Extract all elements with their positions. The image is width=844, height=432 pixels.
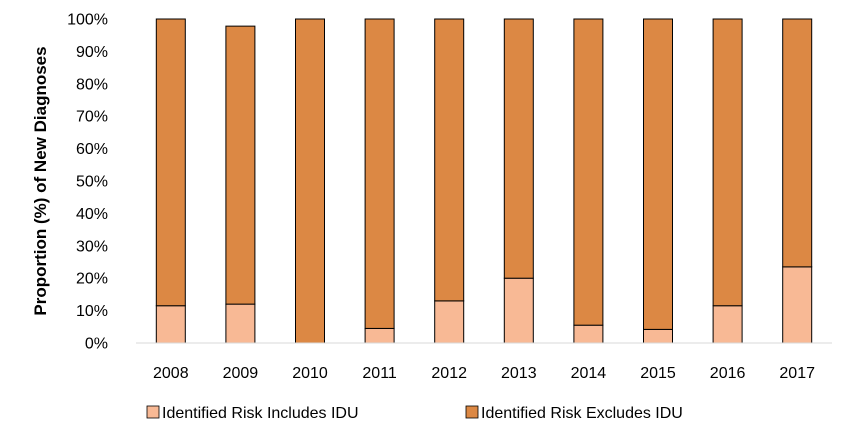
y-tick-label: 90% bbox=[76, 44, 108, 61]
y-axis-label: Proportion (%) of New Diagnoses bbox=[31, 46, 50, 315]
x-tick-label: 2015 bbox=[640, 365, 676, 382]
y-axis-ticks: 0% 10% 20% 30% 40% 50% 60% 70% 80% 90% 100% bbox=[67, 12, 108, 353]
y-tick-label: 100% bbox=[67, 12, 108, 29]
bar-segment-includes-idu bbox=[364, 327, 395, 344]
x-tick-label: 2009 bbox=[223, 365, 259, 382]
y-tick-label: 50% bbox=[76, 174, 108, 191]
y-tick-label: 30% bbox=[76, 238, 108, 255]
bar-segment-includes-idu bbox=[573, 324, 604, 344]
bar-segment-excludes-idu bbox=[364, 18, 395, 329]
y-tick-label: 20% bbox=[76, 271, 108, 288]
legend-label: Identified Risk Includes IDU bbox=[162, 405, 359, 422]
x-tick-label: 2011 bbox=[362, 365, 397, 382]
x-axis-ticks: 2008 2009 2010 2011 2012 2013 2014 2015 2016 2017 bbox=[153, 365, 815, 382]
bar-segment-excludes-idu bbox=[295, 18, 325, 344]
x-tick-label: 2016 bbox=[710, 365, 746, 382]
legend-swatch bbox=[146, 405, 160, 419]
y-tick-label: 60% bbox=[76, 141, 108, 158]
bar-segment-excludes-idu bbox=[573, 18, 604, 326]
bar-segment-includes-idu bbox=[712, 305, 743, 344]
bar-segment-excludes-idu bbox=[434, 18, 465, 302]
bar-segment-includes-idu bbox=[225, 303, 256, 344]
x-tick-label: 2012 bbox=[431, 365, 467, 382]
bar-segment-excludes-idu bbox=[643, 18, 673, 330]
x-tick-label: 2013 bbox=[501, 365, 537, 382]
bar-segment-includes-idu bbox=[782, 266, 813, 344]
bar-segment-includes-idu bbox=[434, 300, 465, 344]
bar-segment-excludes-idu bbox=[712, 18, 743, 307]
bar-segment-includes-idu bbox=[155, 305, 186, 344]
y-tick-label: 70% bbox=[76, 109, 108, 126]
bar-segment-includes-idu bbox=[503, 277, 534, 344]
legend-swatch bbox=[465, 405, 479, 419]
x-tick-label: 2017 bbox=[779, 365, 815, 382]
y-tick-label: 0% bbox=[85, 336, 108, 353]
bar-segment-excludes-idu bbox=[155, 18, 186, 307]
x-tick-label: 2014 bbox=[571, 365, 607, 382]
y-tick-label: 40% bbox=[76, 206, 108, 223]
y-tick-label: 80% bbox=[76, 76, 108, 93]
bar-segment-excludes-idu bbox=[503, 18, 534, 279]
legend: Identified Risk Includes IDU Identified R… bbox=[146, 405, 683, 422]
x-tick-label: 2010 bbox=[292, 365, 328, 382]
bar-segment-excludes-idu bbox=[225, 25, 256, 305]
bar-segment-includes-idu bbox=[643, 328, 673, 344]
x-tick-label: 2008 bbox=[153, 365, 189, 382]
bar-segment-excludes-idu bbox=[782, 18, 813, 268]
bars bbox=[155, 18, 813, 344]
legend-label: Identified Risk Excludes IDU bbox=[481, 405, 683, 422]
y-tick-label: 10% bbox=[76, 303, 108, 320]
